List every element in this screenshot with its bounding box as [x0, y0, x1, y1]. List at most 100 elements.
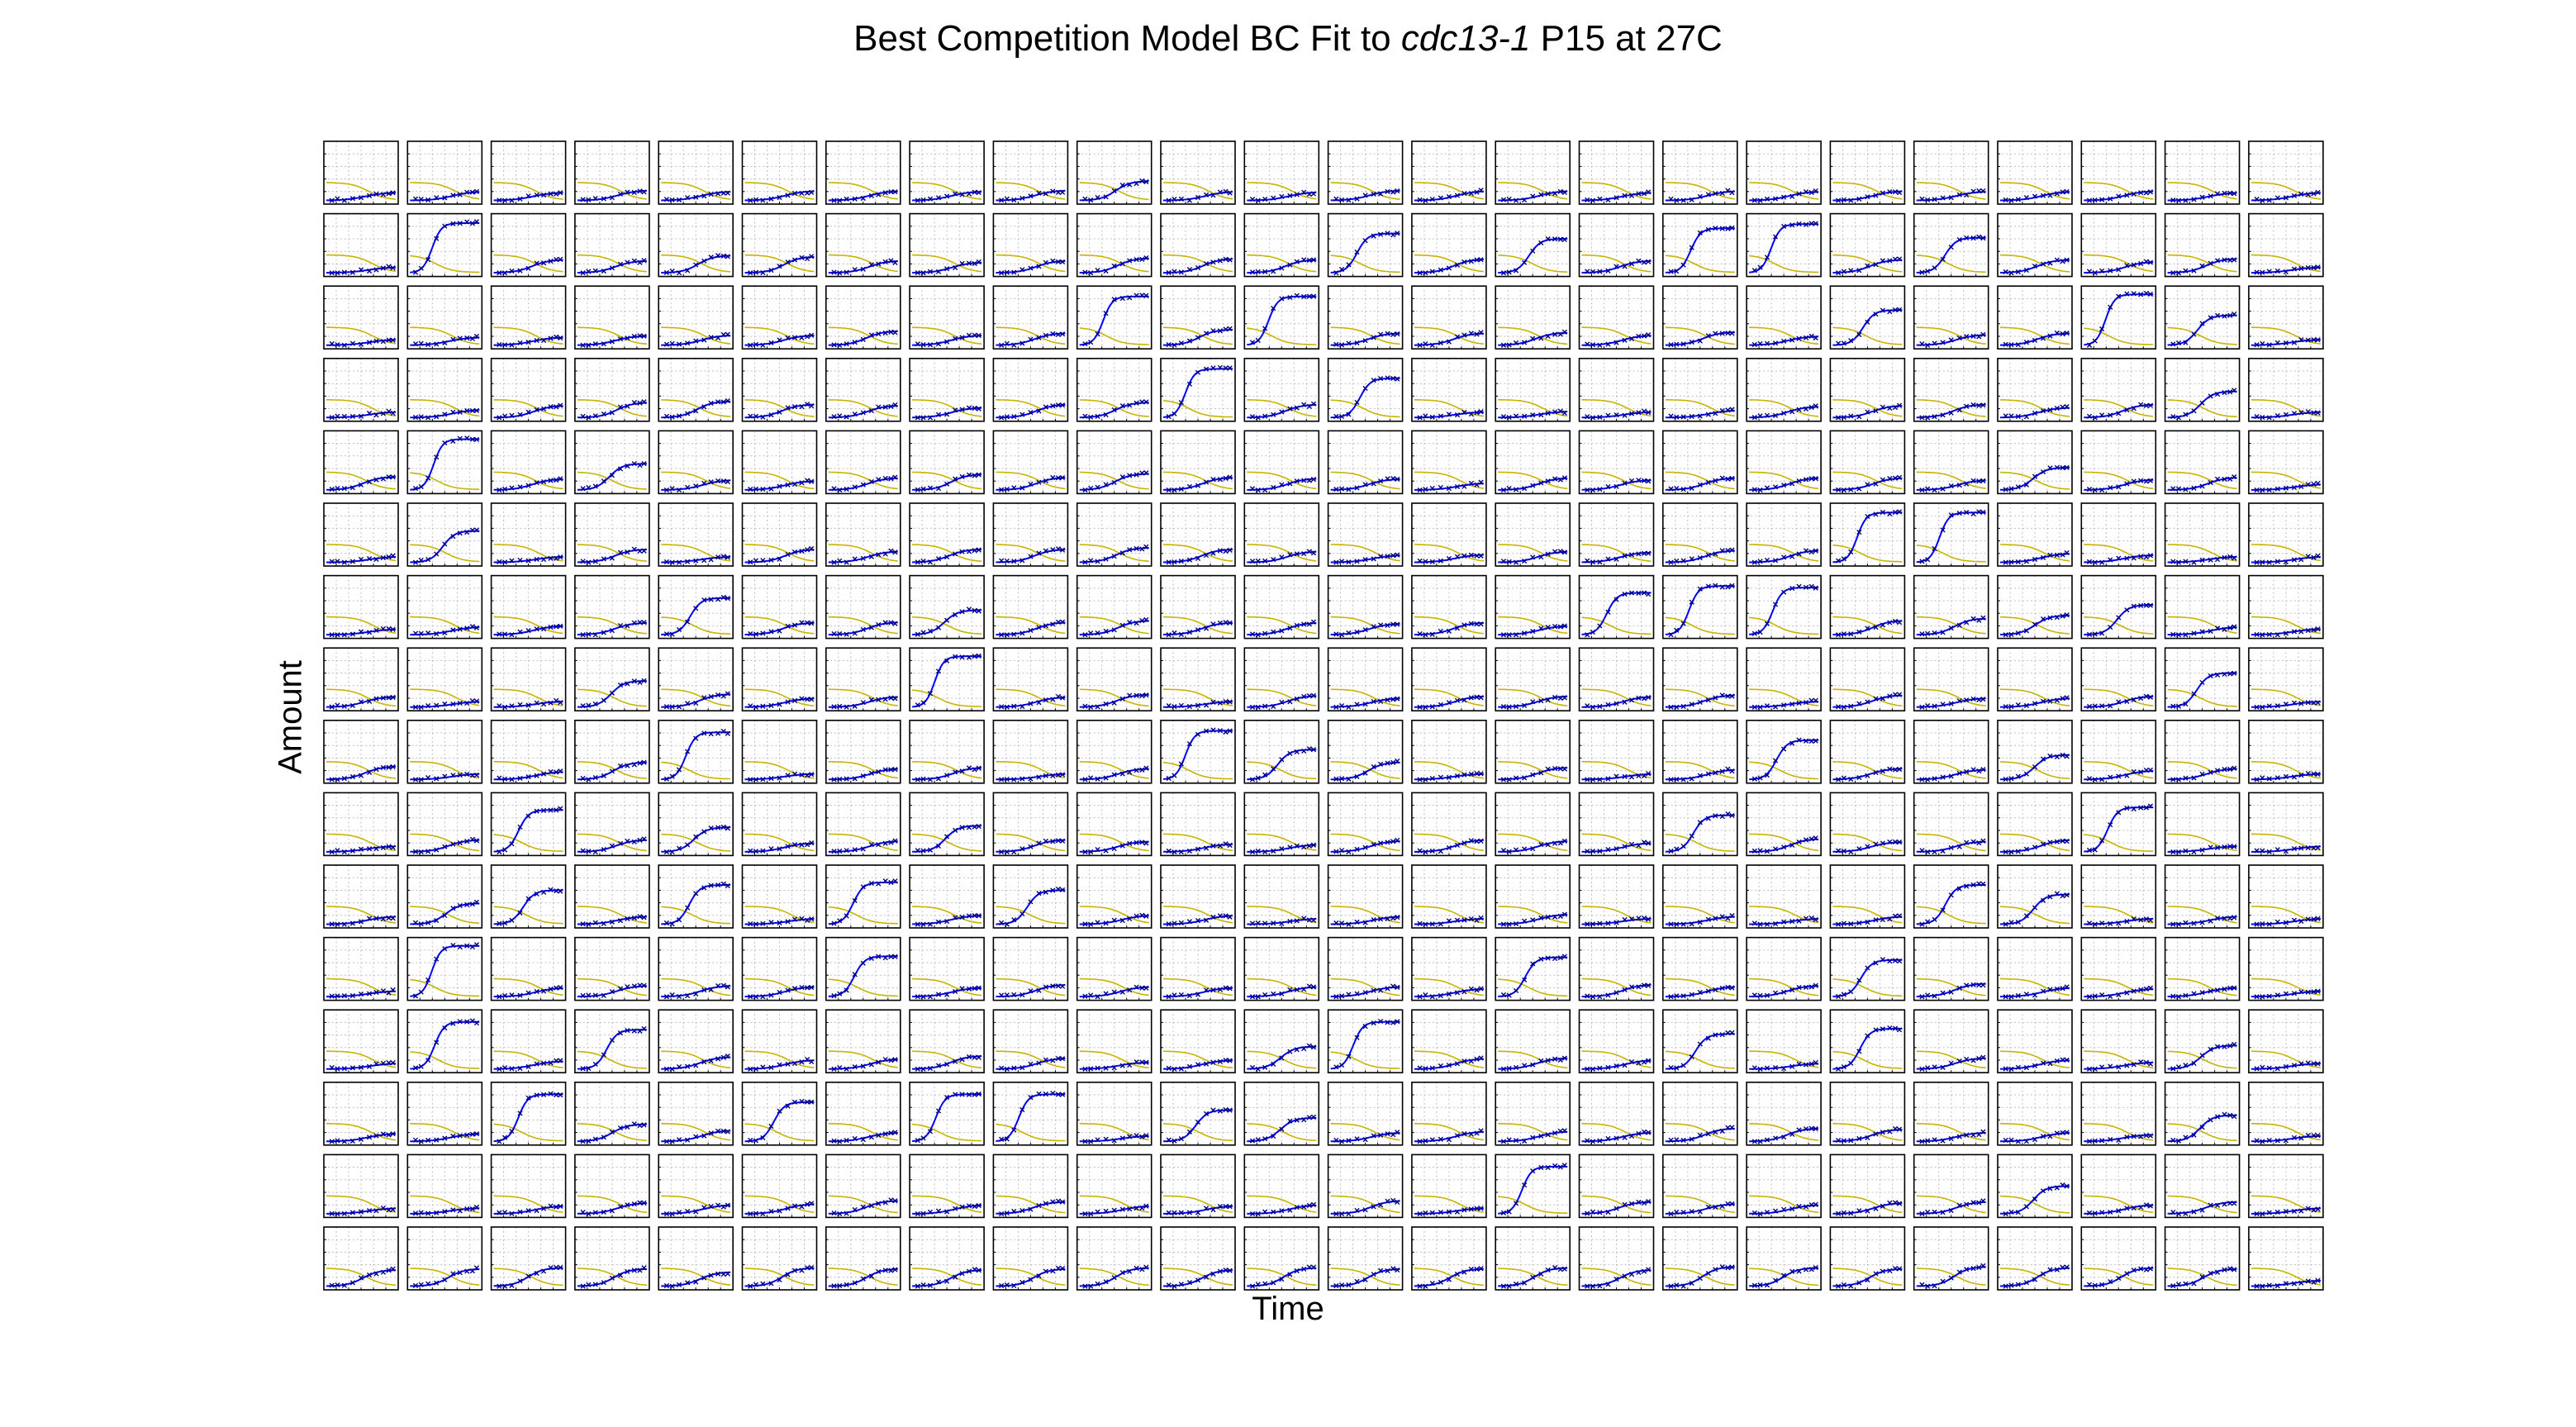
subplot-r3-c11 — [1160, 285, 1236, 350]
observed-point — [1395, 231, 1400, 236]
observed-point — [1764, 196, 1770, 202]
observed-point — [927, 196, 934, 202]
subplot-r10-c2 — [406, 792, 483, 857]
subplot-r15-c11 — [1160, 1153, 1236, 1219]
observed-point — [1585, 269, 1590, 274]
observed-point — [1552, 191, 1558, 197]
observed-point — [1628, 193, 1635, 198]
observed-point — [425, 197, 431, 203]
observed-point — [1172, 269, 1177, 274]
observed-point — [1552, 236, 1558, 242]
observed-point — [1478, 188, 1484, 193]
subplot-r9-c11 — [1160, 719, 1236, 784]
observed-point — [685, 340, 691, 346]
subplot-r11-c8 — [909, 864, 985, 929]
observed-point — [625, 189, 630, 195]
observed-point — [469, 189, 475, 195]
subplot-r9-c7 — [825, 719, 901, 784]
observed-point — [558, 190, 563, 196]
subplot-r1-c14 — [1411, 140, 1487, 205]
subplot-r7-c22 — [2080, 574, 2157, 640]
subplot-r12-c5 — [658, 936, 734, 1001]
subplot-r8-c20 — [1913, 647, 1989, 712]
subplot-r10-c16 — [1578, 792, 1655, 857]
nutrient-curve — [2167, 254, 2237, 273]
observed-point — [1590, 269, 1596, 274]
subplot-r3-c22 — [2080, 285, 2157, 350]
subplot-r12-c14 — [1411, 936, 1487, 1001]
subplot-r9-c17 — [1662, 719, 1738, 784]
subplot-r5-c17 — [1662, 430, 1738, 495]
subplot-r9-c13 — [1327, 719, 1404, 784]
observed-point — [976, 189, 981, 196]
observed-point — [2266, 197, 2272, 203]
subplot-r8-c9 — [992, 647, 1069, 712]
subplot-r8-c4 — [574, 647, 650, 712]
observed-point — [715, 253, 721, 259]
subplot-r13-c1 — [323, 1009, 399, 1073]
subplot-r11-c7 — [825, 864, 901, 929]
observed-point — [617, 336, 624, 342]
observed-point — [1333, 270, 1339, 276]
observed-point — [1474, 189, 1480, 195]
observed-point — [876, 261, 882, 267]
subplot-r14-c5 — [658, 1082, 734, 1146]
observed-point — [1925, 197, 1931, 203]
nutrient-curve — [912, 254, 982, 273]
observed-point — [1203, 192, 1210, 197]
subplot-r9-c8 — [909, 719, 985, 784]
observed-point — [434, 195, 440, 201]
observed-point — [1103, 194, 1109, 200]
observed-point — [1461, 191, 1467, 197]
nutrient-curve — [1247, 254, 1317, 273]
observed-point — [469, 335, 475, 341]
observed-point — [1223, 256, 1229, 262]
subplot-r14-c24 — [2248, 1082, 2324, 1146]
observed-point — [1836, 270, 1842, 276]
subplot-r2-c5 — [658, 212, 734, 278]
subplot-r7-c5 — [658, 574, 734, 640]
nutrient-curve — [2000, 182, 2070, 200]
observed-point — [1674, 269, 1680, 274]
observed-point — [2086, 269, 2093, 274]
observed-point — [753, 269, 759, 275]
subplot-r8-c19 — [1829, 647, 1906, 712]
observed-point — [785, 193, 791, 198]
subplot-r7-c8 — [909, 574, 985, 640]
subplot-r15-c19 — [1829, 1153, 1906, 1219]
subplot-r13-c14 — [1411, 1009, 1487, 1073]
observed-point — [1011, 197, 1017, 203]
observed-point — [1636, 258, 1642, 264]
observed-point — [2023, 195, 2030, 201]
observed-point — [2015, 197, 2021, 202]
subplot-r14-c13 — [1327, 1082, 1404, 1146]
observed-point — [935, 195, 942, 201]
observed-point — [609, 265, 615, 271]
observed-point — [2199, 263, 2205, 269]
observed-point — [373, 267, 379, 273]
subplot-r11-c12 — [1243, 864, 1320, 929]
subplot-r15-c16 — [1578, 1153, 1655, 1219]
subplot-r15-c9 — [992, 1153, 1069, 1219]
observed-point — [676, 341, 682, 347]
subplot-r7-c1 — [323, 574, 399, 640]
subplot-r5-c2 — [406, 430, 483, 495]
subplot-r12-c12 — [1243, 936, 1320, 1001]
observed-point — [2143, 259, 2149, 264]
observed-point — [2208, 193, 2213, 199]
observed-point — [1417, 270, 1423, 276]
observed-point — [1614, 264, 1619, 269]
observed-point — [1646, 259, 1652, 264]
observed-point — [469, 221, 475, 226]
observed-point — [2283, 195, 2288, 201]
observed-point — [2227, 190, 2233, 196]
observed-point — [966, 260, 972, 266]
observed-point — [1597, 269, 1603, 274]
observed-point — [358, 267, 364, 273]
observed-point — [1011, 269, 1017, 275]
observed-point — [2305, 264, 2311, 271]
subplot-r4-c22 — [2080, 357, 2157, 422]
observed-point — [1287, 193, 1293, 198]
observed-point — [473, 219, 480, 225]
